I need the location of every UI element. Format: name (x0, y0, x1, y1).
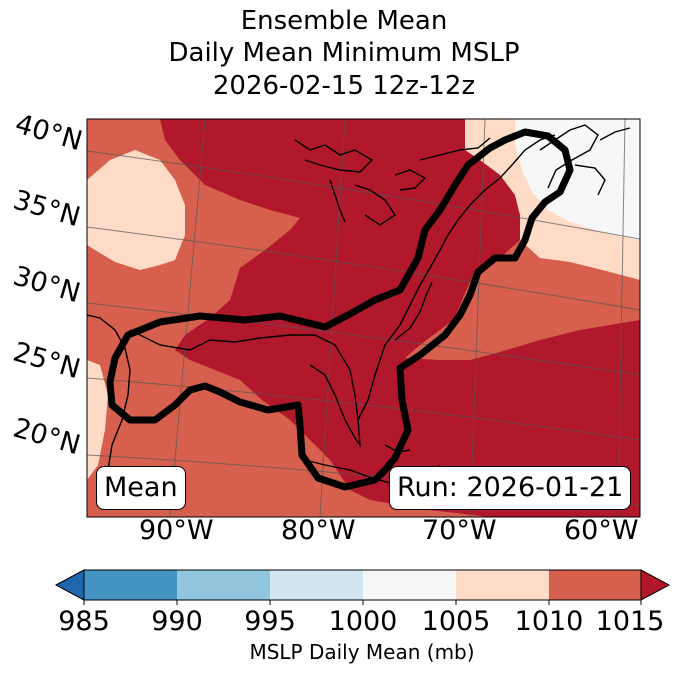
mslp-field-1005-1010-west (87, 150, 185, 270)
colorbar-tick-985: 985 (58, 606, 110, 637)
run-label: Run: 2026-01-21 (389, 466, 632, 510)
colorbar-over-arrow (640, 569, 671, 601)
colorbar-tick-1000: 1000 (328, 606, 398, 637)
map-area (87, 119, 640, 517)
mslp-field-1000-1005 (515, 119, 640, 240)
colorbar-bin-985-990 (84, 570, 177, 600)
lon-label-60w: 60°W (564, 515, 639, 546)
colorbar-bin-990-995 (177, 570, 270, 600)
colorbar-bin-1010-1015 (549, 570, 641, 600)
ensemble-outline-contour (106, 128, 574, 491)
colorbar-tick-990: 990 (151, 606, 203, 637)
title-line-1: Ensemble Mean (240, 6, 448, 36)
colorbar-tick-1005: 1005 (421, 606, 491, 637)
colorbar-bin-1005-1010 (456, 570, 549, 600)
mslp-field-1005-1010-southwest (87, 360, 108, 480)
colorbar-under-arrow (54, 569, 85, 601)
colorbar-label: MSLP Daily Mean (mb) (249, 640, 475, 664)
map-frame (86, 118, 641, 518)
lon-label-80w: 80°W (281, 515, 356, 546)
colorbar (54, 569, 671, 605)
colorbar-tick-995: 995 (244, 606, 296, 637)
colorbar-tick-1010: 1010 (514, 606, 584, 637)
title-line-3: 2026-02-15 12z-12z (212, 71, 476, 101)
colorbar-tick-1015: 1015 (595, 606, 665, 637)
colorbar-bin-995-1000 (270, 570, 363, 600)
mean-label: Mean (96, 466, 186, 510)
lon-label-90w: 90°W (139, 515, 214, 546)
colorbar-bin-1000-1005 (363, 570, 456, 600)
lon-label-70w: 70°W (422, 515, 497, 546)
title-line-2: Daily Mean Minimum MSLP (168, 38, 520, 68)
